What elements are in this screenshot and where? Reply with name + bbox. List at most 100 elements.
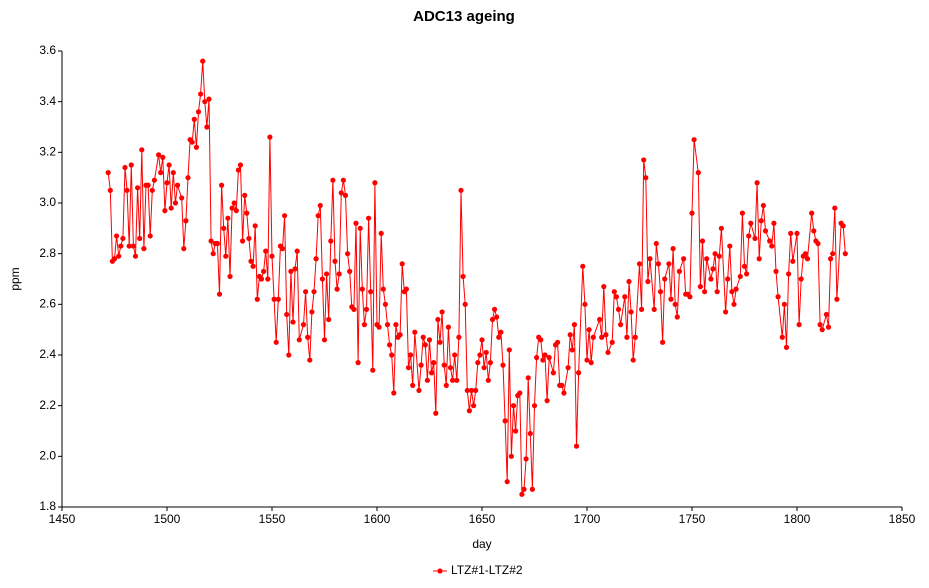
data-point	[584, 357, 590, 363]
data-point	[223, 253, 229, 259]
data-point	[202, 99, 208, 105]
data-point	[149, 187, 155, 193]
data-point	[746, 233, 752, 239]
data-point	[166, 162, 172, 168]
data-point	[267, 134, 273, 140]
data-point	[758, 218, 764, 224]
data-point	[437, 339, 443, 345]
data-point	[355, 360, 361, 366]
data-point	[540, 357, 546, 363]
data-point	[122, 164, 128, 171]
data-point	[235, 167, 241, 173]
data-point	[775, 294, 781, 300]
data-point	[319, 276, 325, 282]
data-point	[160, 154, 166, 160]
data-point	[550, 370, 557, 376]
data-point	[252, 223, 258, 229]
data-point	[609, 339, 615, 345]
data-point	[527, 430, 533, 437]
data-point	[641, 157, 647, 163]
x-tick-label: 1450	[49, 512, 76, 526]
data-point	[315, 213, 321, 219]
data-point	[261, 268, 267, 274]
data-point	[788, 230, 794, 236]
data-point	[727, 243, 733, 249]
data-point	[214, 240, 220, 247]
data-point	[744, 271, 750, 277]
data-point	[842, 251, 848, 257]
data-point	[300, 322, 307, 328]
data-point	[271, 296, 277, 302]
data-point	[447, 365, 454, 371]
data-point	[204, 124, 210, 130]
data-point	[139, 147, 145, 153]
data-point	[479, 337, 485, 343]
data-point	[468, 387, 475, 394]
data-point	[237, 162, 244, 168]
data-point	[198, 91, 204, 97]
data-point	[546, 354, 552, 361]
data-point	[477, 352, 483, 358]
data-point	[464, 387, 470, 394]
data-point	[321, 337, 328, 343]
data-point	[145, 182, 151, 188]
y-tick-label: 3.6	[39, 43, 56, 57]
data-point	[151, 177, 157, 183]
data-point	[183, 218, 189, 224]
data-point	[531, 403, 538, 409]
data-point	[760, 202, 767, 209]
data-point	[347, 268, 353, 274]
y-tick-label: 2.6	[39, 297, 56, 311]
x-tick-label: 1500	[154, 512, 181, 526]
data-point	[443, 382, 449, 388]
data-point	[458, 187, 464, 193]
data-point	[794, 230, 800, 236]
data-point	[481, 365, 487, 371]
data-point	[832, 205, 838, 211]
data-point	[569, 347, 575, 353]
data-point	[716, 253, 722, 259]
data-point	[240, 238, 246, 244]
data-point	[313, 256, 319, 262]
data-point	[317, 202, 323, 209]
y-tick-label: 3.4	[39, 94, 56, 108]
data-point	[689, 210, 695, 216]
data-point	[718, 225, 725, 231]
data-point	[643, 175, 649, 181]
data-point	[681, 256, 687, 262]
data-point	[737, 273, 743, 280]
data-point	[359, 286, 365, 292]
data-point	[542, 352, 548, 358]
y-tick-label: 2.0	[39, 449, 56, 463]
data-point	[405, 365, 412, 371]
data-point	[225, 215, 231, 221]
data-point	[403, 286, 409, 292]
data-point	[653, 240, 659, 247]
data-point	[561, 390, 567, 396]
data-point	[676, 268, 683, 274]
data-point	[336, 271, 342, 277]
data-point	[697, 284, 704, 290]
legend-marker	[437, 568, 443, 574]
data-point	[823, 311, 830, 318]
data-point	[733, 286, 739, 292]
data-point	[485, 377, 491, 383]
data-point	[809, 210, 815, 216]
data-point	[279, 246, 286, 252]
data-point	[500, 362, 506, 368]
data-point	[124, 187, 130, 193]
data-point	[242, 192, 248, 198]
data-point	[538, 337, 544, 343]
data-point	[752, 235, 758, 242]
data-point	[618, 322, 624, 328]
data-point	[769, 243, 775, 249]
data-point	[424, 377, 430, 383]
data-point	[435, 316, 441, 323]
data-point	[571, 322, 578, 328]
data-point	[233, 208, 239, 214]
data-point	[294, 248, 300, 254]
data-point	[576, 370, 582, 376]
data-point	[508, 453, 514, 459]
data-point	[699, 238, 706, 244]
data-point	[368, 289, 374, 295]
